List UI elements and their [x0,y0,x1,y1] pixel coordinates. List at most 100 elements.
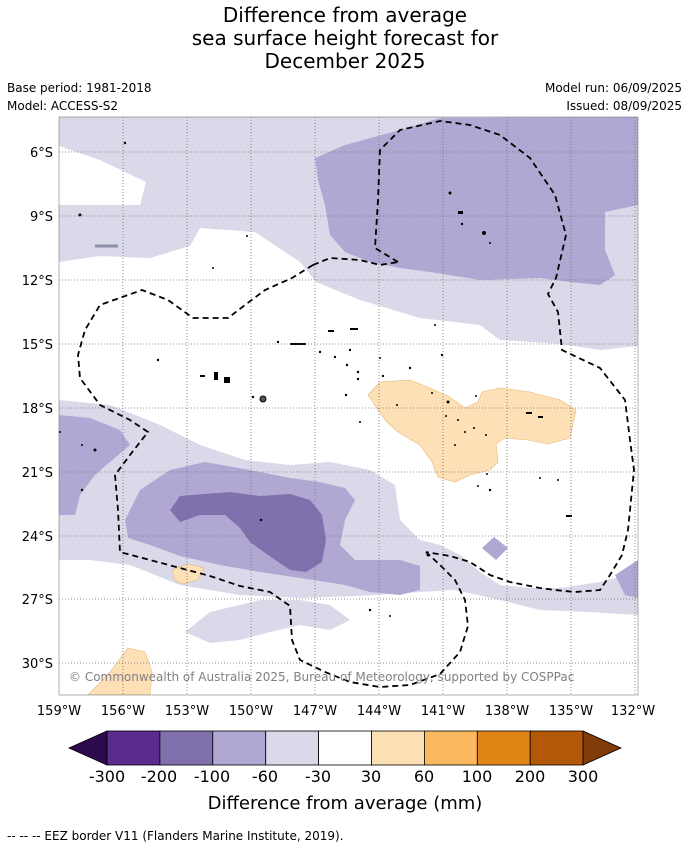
colorbar-bin [265,730,320,766]
island [350,328,358,330]
anomaly-patch-southeast [615,560,638,598]
lon-label: 153°W [165,704,209,719]
island [93,448,97,452]
island [368,608,372,612]
lat-label: 21°S [22,466,53,481]
map-title: Difference from average sea surface heig… [0,4,690,73]
colorbar-tick-label: -30 [305,767,331,786]
island [458,211,463,214]
island [356,377,360,381]
colorbar-bin [106,730,161,766]
colorbar-bin [212,730,267,766]
island [379,357,381,359]
lon-label: 144°W [357,704,401,719]
lon-label: 147°W [293,704,337,719]
colorbar-tick-label: 300 [568,767,599,786]
model-run: Model run: 06/09/2025 [544,81,682,95]
lon-label: 132°W [611,704,655,719]
colorbar-label: Difference from average (mm) [208,793,483,814]
island [212,267,214,269]
island [485,434,487,436]
lon-label: 156°W [101,704,145,719]
island [276,340,280,344]
island [290,343,306,345]
island [448,191,452,195]
island [486,473,488,475]
anomaly-zone-medium-west [59,415,130,515]
lat-label: 24°S [22,530,53,545]
island [454,444,456,446]
lat-label: 18°S [22,402,53,417]
island [538,416,543,418]
island [475,395,477,397]
anomaly-patch-positive-small [171,563,205,585]
colorbar-tick-label: 100 [462,767,493,786]
colorbar-tick-label: -60 [252,767,278,786]
anomaly-zone-neutral-south [59,560,638,695]
colorbar-tick-label: -300 [89,767,125,786]
island [259,395,267,403]
island [381,374,385,378]
island [345,363,349,367]
island [539,477,541,479]
island [445,415,447,417]
lat-label: 12°S [22,274,53,289]
colorbar-bin [318,730,372,766]
island [81,444,83,446]
island [246,235,248,237]
copyright-notice: © Commonwealth of Australia 2025, Bureau… [69,670,574,684]
island [348,348,352,352]
island [488,488,492,492]
island [473,427,475,429]
colorbar-bin [529,730,584,766]
colorbar-bins [106,730,584,766]
colorbar-bin [159,730,214,766]
island [59,431,61,433]
eez-legend-note: -- -- -- EEZ border V11 (Flanders Marine… [7,829,344,843]
colorbar-tick-label: 30 [361,767,381,786]
island [431,392,433,394]
island [489,242,491,244]
island [200,375,205,377]
anomaly-zone-medium-northeast [315,117,638,285]
colorbar-tick-label: 60 [414,767,434,786]
island [408,366,412,370]
colorbar-bin [476,730,531,766]
issued-date: Issued: 08/09/2025 [566,99,682,113]
lon-label: 135°W [549,704,593,719]
island [123,141,127,145]
base-period: Base period: 1981-2018 [7,81,152,95]
map-panel: © Commonwealth of Australia 2025, Bureau… [59,117,638,695]
island [477,485,479,487]
island [464,431,466,433]
island [389,615,391,617]
island [396,404,398,406]
title-line-1: Difference from average [222,3,468,27]
colorbar-tick-label: 200 [515,767,546,786]
island [224,377,230,383]
island [460,222,464,226]
eez-border-north [374,120,635,593]
island [434,324,436,326]
lon-label: 150°W [229,704,273,719]
anomaly-patch-east [482,537,508,560]
island [566,515,572,517]
model-name: Model: ACCESS-S2 [7,99,119,113]
lat-label: 30°S [22,657,53,672]
island [318,350,322,354]
longitude-labels: 159°W 156°W 153°W 150°W 147°W 144°W 141°… [37,704,655,719]
lat-label: 15°S [22,338,53,353]
colorbar-arrow-high [582,730,622,766]
island [156,358,160,362]
islands [59,141,572,617]
colorbar-ticks: -300 -200 -100 -60 -30 30 60 100 200 300 [89,767,598,786]
run-info: Model run: 06/09/2025 Issued: 08/09/2025 [545,79,682,115]
island [440,353,444,357]
map-frame [58,116,639,696]
colorbar-tick-label: -100 [194,767,230,786]
colorbar-bin [371,730,425,766]
island [446,400,450,404]
island [457,419,459,421]
island [259,518,263,522]
